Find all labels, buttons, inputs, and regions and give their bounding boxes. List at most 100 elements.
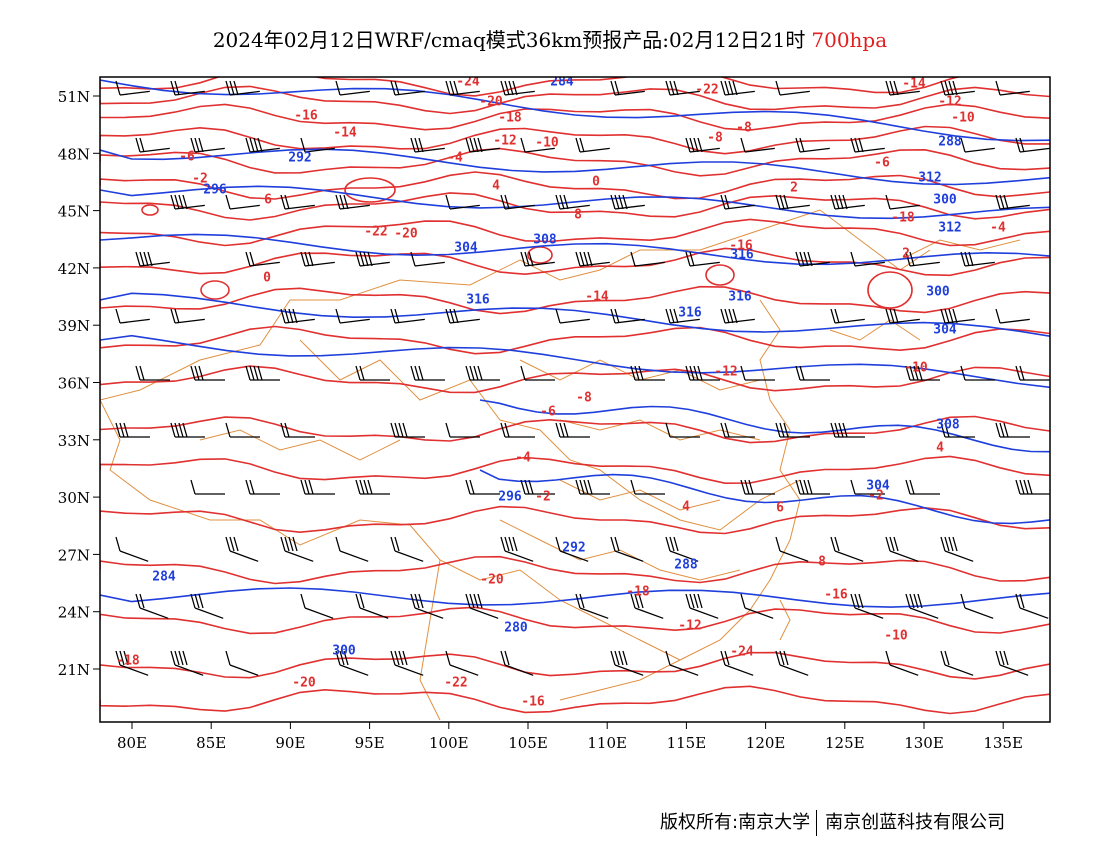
- wind-barb: [390, 650, 424, 676]
- wind-barb: [500, 194, 535, 210]
- lon-tick-label: 125E: [825, 734, 865, 752]
- temperature-contour-line: [100, 247, 1050, 277]
- temperature-contour-label: -18: [116, 654, 140, 669]
- height-contour-label: 296: [498, 490, 522, 505]
- temperature-contour-label: -22: [695, 83, 718, 98]
- wind-barb: [280, 194, 315, 210]
- wind-barb: [300, 479, 335, 495]
- wind-barb: [720, 308, 755, 324]
- temperature-contour-label: -12: [493, 134, 516, 149]
- temperature-contour-label: -20: [292, 676, 316, 691]
- wind-barb: [850, 479, 885, 495]
- wind-barb: [355, 365, 390, 381]
- wind-barb: [445, 80, 480, 96]
- wind-barb: [390, 536, 424, 562]
- height-contour-line: [100, 79, 1050, 142]
- lat-tick-label: 21N: [58, 661, 90, 679]
- wind-barb: [775, 650, 809, 676]
- wind-barb: [575, 479, 610, 495]
- wind-barb: [300, 593, 334, 619]
- wind-barb: [245, 365, 280, 381]
- height-contour-label: 284: [152, 570, 176, 585]
- wind-barb: [190, 593, 224, 619]
- wind-barb: [410, 365, 445, 381]
- lat-tick-label: 33N: [58, 432, 90, 450]
- lon-tick-label: 90E: [275, 734, 305, 752]
- wind-barb: [135, 251, 170, 267]
- height-contour-label: 300: [933, 193, 957, 208]
- wind-barb: [465, 137, 500, 153]
- border-line: [499, 519, 741, 581]
- wind-barb: [830, 422, 865, 438]
- wind-barb: [135, 593, 169, 619]
- height-contour-line: [479, 399, 1050, 453]
- wind-barb: [850, 251, 885, 267]
- wind-barb: [500, 80, 535, 96]
- wind-barb: [685, 137, 720, 153]
- temperature-contour-label: 0: [263, 271, 271, 286]
- wind-barb: [610, 194, 645, 210]
- footer-separator: [816, 810, 818, 836]
- height-contour-label: 288: [938, 135, 962, 150]
- lon-tick-label: 135E: [983, 734, 1023, 752]
- height-contour-label: 304: [454, 241, 478, 256]
- height-contour-label: 304: [933, 323, 957, 338]
- wind-barb: [555, 422, 590, 438]
- height-contour-label: 316: [728, 290, 752, 305]
- temperature-contour-label: 6: [264, 193, 272, 208]
- temperature-contour-label: -4: [990, 221, 1006, 236]
- height-contour-label: 312: [918, 171, 941, 186]
- wind-barb: [445, 650, 479, 676]
- wind-barb: [115, 308, 150, 324]
- wind-barb: [555, 308, 590, 324]
- lat-tick-label: 36N: [58, 375, 90, 393]
- wind-barb: [795, 365, 830, 381]
- wind-barb: [500, 536, 534, 562]
- height-contour-line: [479, 469, 1050, 525]
- wind-barb: [610, 650, 644, 676]
- wind-barb: [665, 308, 700, 324]
- lat-tick-label: 42N: [58, 260, 90, 278]
- wind-barb: [115, 80, 150, 96]
- temperature-contour-line: [100, 606, 1050, 635]
- temperature-contour-cell: [141, 204, 159, 216]
- temperature-contour-label: -18: [626, 585, 650, 600]
- wind-barb: [300, 137, 335, 153]
- lat-tick-label: 45N: [58, 203, 90, 221]
- temperature-contour-line: [100, 415, 1050, 444]
- contour-labels: 2842882922963003043083123163163163163003…: [116, 77, 1006, 710]
- map-plot-area: 2842882922963003043083123163163163163003…: [100, 77, 1050, 721]
- wind-barb: [355, 251, 390, 267]
- height-contour-label: 288: [674, 558, 698, 573]
- border-line: [419, 559, 441, 721]
- wind-barb: [225, 80, 260, 96]
- temperature-contour-line: [100, 85, 1050, 115]
- temperature-contour-line: [100, 325, 1050, 355]
- wind-barb: [885, 80, 920, 96]
- temperature-contour-label: -14: [333, 126, 357, 141]
- wind-barb: [225, 422, 260, 438]
- temperature-contours: [100, 77, 1050, 715]
- country-province-borders: [100, 209, 1021, 721]
- wind-barb: [245, 137, 280, 153]
- height-contour-label: 296: [203, 183, 227, 198]
- temperature-contour-label: -12: [678, 619, 701, 634]
- temperature-contour-line: [100, 171, 1050, 200]
- wind-barb: [190, 479, 225, 495]
- wind-barb: [940, 422, 975, 438]
- temperature-contour-line: [100, 365, 1050, 394]
- border-line: [199, 429, 401, 461]
- wind-barb: [1015, 137, 1050, 153]
- temperature-contour-line: [100, 103, 1050, 131]
- temperature-contour-label: -10: [904, 361, 928, 376]
- geopotential-height-contours: [100, 79, 1050, 608]
- wind-barb: [445, 422, 480, 438]
- wind-barb: [390, 308, 425, 324]
- wind-barb: [555, 194, 590, 210]
- temperature-contour-label: -18: [891, 211, 915, 226]
- temperature-contour-label: -16: [729, 239, 753, 254]
- temperature-contour-label: -8: [707, 131, 723, 146]
- temperature-contour-label: 4: [682, 500, 690, 515]
- height-contour-label: 280: [504, 621, 528, 636]
